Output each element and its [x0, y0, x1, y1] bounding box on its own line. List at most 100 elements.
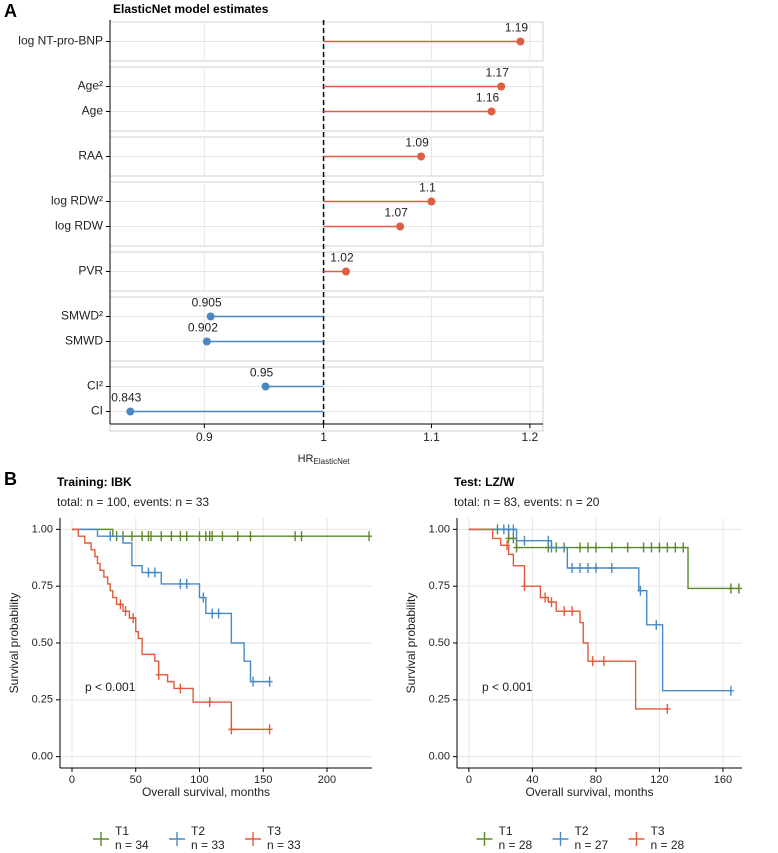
censor-mark: [640, 542, 647, 553]
chart-title: Test: LZ/W: [454, 475, 515, 489]
censor-mark: [298, 531, 305, 542]
censor-mark: [292, 531, 299, 542]
legend-n: n = 28: [499, 838, 533, 852]
x-tick-label: 200: [318, 774, 336, 786]
censor-mark: [177, 531, 184, 542]
legend-symbol: [476, 832, 493, 846]
legend-label: T1: [115, 824, 129, 838]
legend-label: T3: [267, 824, 281, 838]
x-axis-label: HRElasticNet: [298, 453, 351, 466]
censor-mark: [177, 683, 184, 694]
x-tick-label: 120: [650, 774, 668, 786]
y-tick-label: 0.50: [32, 637, 53, 649]
value-label: 1.17: [486, 66, 510, 80]
dot: [497, 82, 506, 91]
x-tick-label: 0: [69, 774, 75, 786]
censor-mark: [569, 606, 576, 617]
legend-n: n = 33: [191, 838, 225, 852]
censor-mark: [513, 542, 520, 553]
legend-label: T1: [499, 824, 513, 838]
censor-mark: [151, 567, 158, 578]
legend-n: n = 27: [575, 838, 609, 852]
censor-mark: [128, 531, 135, 542]
legend-label: T2: [575, 824, 589, 838]
censor-mark: [577, 542, 584, 553]
censor-mark: [145, 567, 152, 578]
censor-mark: [504, 540, 511, 551]
y-tick-label: 0.50: [429, 637, 450, 649]
censor-mark: [510, 533, 517, 544]
censor-mark: [266, 724, 273, 735]
censor-mark: [155, 669, 162, 680]
censor-mark: [664, 542, 671, 553]
y-tick-label: PVR: [78, 264, 103, 278]
censor-mark: [664, 703, 671, 714]
censor-mark: [209, 531, 216, 542]
y-tick-label: 0.75: [32, 580, 53, 592]
group-panel: [109, 181, 544, 247]
legend-n: n = 28: [651, 838, 685, 852]
censor-mark: [577, 563, 584, 573]
censor-mark: [206, 697, 213, 708]
dot: [417, 152, 426, 161]
censor-mark: [548, 542, 555, 553]
x-tick-label: 80: [590, 774, 602, 786]
censor-mark: [366, 531, 373, 542]
group-panel: [109, 366, 544, 432]
dot: [202, 337, 211, 346]
legend-symbol: [169, 832, 185, 846]
legend-label: T2: [191, 824, 205, 838]
legend-label: T3: [651, 824, 665, 838]
y-tick-label: 0.25: [32, 694, 53, 706]
chart-title: Training: IBK: [57, 475, 132, 489]
value-label: 0.95: [250, 366, 274, 380]
censor-mark: [637, 585, 644, 596]
censor-mark: [130, 613, 137, 623]
censor-mark: [183, 578, 190, 589]
x-label-sub: ElasticNet: [314, 457, 351, 466]
chart-subtitle: total: n = 83, events: n = 20: [454, 495, 600, 509]
censor-mark: [624, 542, 631, 553]
y-tick-label: 0.00: [32, 751, 53, 763]
censor-mark: [250, 676, 257, 687]
x-tick-label: 40: [526, 774, 538, 786]
dot: [487, 107, 496, 116]
censor-mark: [592, 542, 599, 553]
y-axis-label: Survival probability: [404, 593, 418, 694]
x-axis-label: Overall survival, months: [142, 785, 270, 799]
legend-symbol: [93, 832, 109, 846]
censor-mark: [608, 542, 615, 553]
y-tick-label: RAA: [78, 149, 103, 163]
censor-mark: [727, 583, 734, 594]
x-tick-label: 150: [254, 774, 272, 786]
chart-subtitle: total: n = 100, events: n = 33: [57, 495, 209, 509]
value-label: 0.905: [192, 296, 222, 310]
censor-mark: [548, 597, 555, 608]
censor-mark: [122, 606, 129, 617]
censor-mark: [727, 685, 734, 696]
censor-mark: [680, 542, 687, 553]
censor-mark: [656, 542, 663, 553]
censor-mark: [117, 599, 124, 610]
legend-n: n = 33: [267, 838, 301, 852]
y-tick-label: log RDW: [55, 219, 104, 233]
value-label: 1.07: [384, 206, 408, 220]
censor-mark: [183, 531, 190, 542]
x-tick-label: 100: [190, 774, 208, 786]
x-tick-label: 160: [714, 774, 732, 786]
y-tick-label: SMWD: [65, 334, 103, 348]
dot: [396, 222, 405, 231]
censor-mark: [600, 656, 607, 667]
censor-mark: [592, 563, 599, 573]
x-tick-label: 0.9: [196, 430, 213, 444]
censor-mark: [561, 606, 568, 617]
censor-mark: [653, 619, 660, 630]
x-tick-label: 0: [466, 774, 472, 786]
survival-curve: [71, 528, 270, 683]
censor-mark: [215, 608, 222, 619]
legend-symbol: [628, 832, 645, 846]
value-label: 1.09: [405, 136, 429, 150]
x-label-main: HR: [298, 453, 314, 465]
value-label: 1.16: [476, 91, 500, 105]
y-axis-label: Survival probability: [7, 593, 21, 694]
